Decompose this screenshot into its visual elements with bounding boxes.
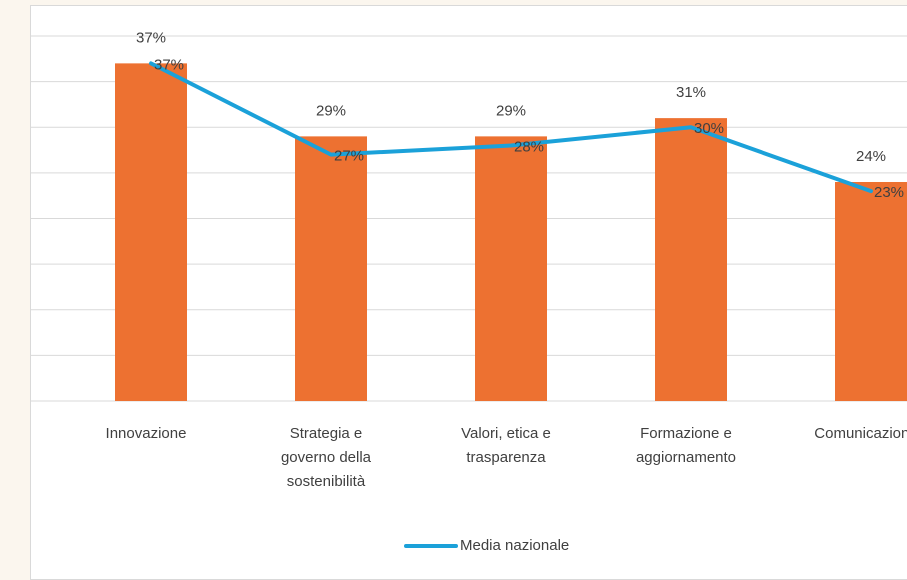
x-tick-label: Valori, etica e trasparenza: [461, 425, 551, 466]
bar-data-label: 29%: [316, 102, 346, 119]
line-data-label: 37%: [154, 56, 184, 73]
bar: [115, 63, 187, 401]
x-tick-label: Innovazione: [106, 425, 187, 442]
line: [149, 61, 873, 194]
chart: Innovazione Strategia e governo della soste…: [31, 29, 907, 554]
bar: [295, 136, 367, 401]
x-tick-label: Formazione e aggiornamento: [636, 425, 736, 466]
line-data-label: 28%: [514, 138, 544, 155]
bar: [475, 136, 547, 401]
bar-data-label: 37%: [136, 29, 166, 46]
bar: [835, 182, 907, 401]
line-data-label: 23%: [874, 184, 904, 201]
bar-data-label: 31%: [676, 84, 706, 101]
line-data-label: 27%: [334, 148, 364, 165]
x-tick-label: Comunicazione: [814, 425, 907, 442]
bar-data-label: 29%: [496, 102, 526, 119]
bar: [655, 118, 727, 401]
chart-area: Innovazione Strategia e governo della soste…: [30, 5, 907, 580]
bar-data-label: 24%: [856, 148, 886, 165]
line-data-label: 30%: [694, 120, 724, 137]
x-tick-label: Strategia e governo della sostenibilità: [281, 425, 372, 490]
legend-label: Media nazionale: [460, 537, 569, 554]
